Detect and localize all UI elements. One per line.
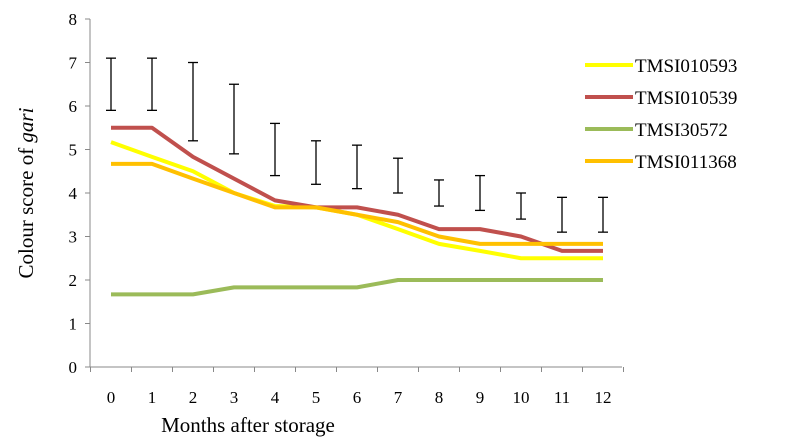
x-tick-label: 10 — [513, 388, 530, 407]
x-tick-label: 0 — [107, 388, 116, 407]
x-tick-label: 1 — [148, 388, 157, 407]
x-tick-label: 7 — [394, 388, 403, 407]
legend-item: TMSI010593 — [585, 56, 737, 77]
y-axis-title-text: Colour score of — [14, 143, 38, 279]
legend-label: TMSI010593 — [635, 56, 737, 77]
x-tick-label: 5 — [312, 388, 321, 407]
error-bars — [106, 57, 608, 233]
plot-area — [110, 125, 603, 297]
legend-item: TMSI30572 — [585, 120, 728, 141]
error-bar — [147, 57, 157, 111]
legend-item: TMSI011368 — [585, 152, 737, 173]
y-tick-label: 1 — [69, 315, 78, 334]
y-tick-label: 0 — [69, 358, 78, 377]
y-tick-label: 3 — [69, 228, 78, 247]
x-tick-label: 12 — [595, 388, 612, 407]
x-tick-label: 9 — [476, 388, 485, 407]
y-tick-label: 4 — [69, 184, 78, 203]
error-bar — [188, 61, 198, 142]
legend-label: TMSI011368 — [635, 152, 737, 173]
legend: TMSI010593 TMSI010539 TMSI30572 TMSI011368 — [585, 56, 737, 173]
error-bar — [434, 179, 444, 207]
error-bar — [270, 122, 280, 177]
x-tick-label: 2 — [189, 388, 198, 407]
error-bar — [106, 57, 116, 111]
y-tick-label: 8 — [69, 10, 78, 29]
series-line-tmsi010539 — [111, 125, 603, 253]
error-bar — [311, 140, 321, 185]
y-axis-title: Colour score of gari — [14, 107, 38, 278]
error-bar — [516, 192, 526, 220]
x-tick-label: 8 — [435, 388, 444, 407]
y-axis-title-italic: gari — [14, 107, 38, 142]
legend-item: TMSI010539 — [585, 88, 737, 109]
error-bar — [557, 196, 567, 233]
error-bar — [475, 174, 485, 212]
x-axis-title: Months after storage — [161, 413, 335, 437]
legend-label: TMSI010539 — [635, 88, 737, 109]
x-axis-ticks: 0 1 2 3 4 5 6 7 8 9 10 11 12 — [90, 367, 624, 407]
x-tick-label: 4 — [271, 388, 280, 407]
error-bar — [352, 144, 362, 190]
axes — [89, 19, 622, 368]
legend-label: TMSI30572 — [635, 120, 728, 141]
y-tick-label: 6 — [69, 97, 78, 116]
error-bar — [393, 157, 403, 194]
x-tick-label: 3 — [230, 388, 239, 407]
error-bar — [598, 196, 608, 233]
x-tick-label: 11 — [554, 388, 570, 407]
y-axis-ticks: 0 1 2 3 4 5 6 7 8 — [69, 10, 90, 377]
series-line-tmsi30572 — [111, 278, 603, 297]
series-line-tmsi011368 — [111, 161, 603, 246]
y-tick-label: 7 — [69, 54, 78, 73]
error-bar — [229, 83, 239, 155]
x-tick-label: 6 — [353, 388, 362, 407]
y-tick-label: 2 — [69, 271, 78, 290]
y-tick-label: 5 — [69, 141, 78, 160]
